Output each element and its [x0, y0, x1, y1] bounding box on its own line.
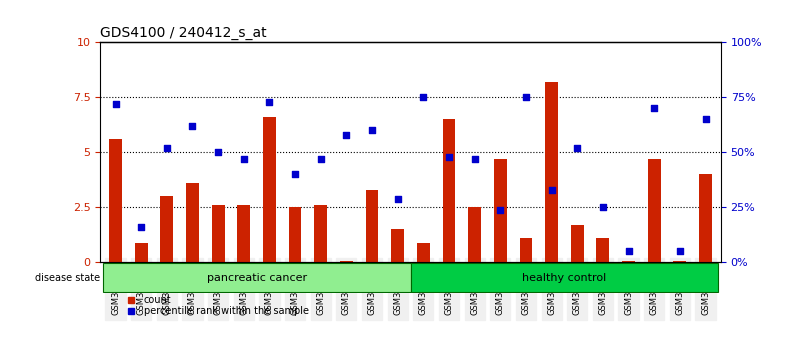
Bar: [211, 205, 224, 262]
Bar: [109, 139, 122, 262]
FancyBboxPatch shape: [410, 263, 718, 292]
Bar: [288, 207, 301, 262]
Point: [520, 95, 533, 100]
Bar: [417, 242, 430, 262]
Point: [443, 154, 456, 160]
Bar: [674, 261, 686, 262]
Bar: [391, 229, 404, 262]
Bar: [443, 119, 456, 262]
Point: [674, 249, 686, 254]
Point: [391, 196, 404, 201]
Point: [648, 105, 661, 111]
Point: [365, 127, 378, 133]
Text: healthy control: healthy control: [522, 273, 606, 283]
Point: [469, 156, 481, 162]
Point: [211, 149, 224, 155]
Point: [314, 156, 327, 162]
Bar: [263, 117, 276, 262]
Point: [186, 123, 199, 129]
Bar: [545, 82, 558, 262]
Bar: [520, 238, 533, 262]
Bar: [469, 207, 481, 262]
Point: [109, 101, 122, 107]
Point: [622, 249, 635, 254]
Bar: [648, 159, 661, 262]
Point: [494, 207, 507, 212]
Point: [263, 99, 276, 105]
Bar: [597, 238, 610, 262]
Text: percentile rank within the sample: percentile rank within the sample: [143, 306, 308, 316]
Bar: [186, 183, 199, 262]
Text: disease state: disease state: [35, 273, 100, 283]
Text: pancreatic cancer: pancreatic cancer: [207, 273, 307, 283]
Bar: [135, 242, 147, 262]
Text: GDS4100 / 240412_s_at: GDS4100 / 240412_s_at: [100, 26, 267, 40]
Bar: [365, 190, 378, 262]
Bar: [571, 225, 584, 262]
Bar: [622, 261, 635, 262]
Bar: [314, 205, 327, 262]
Point: [597, 205, 610, 210]
Point: [288, 172, 301, 177]
Bar: [237, 205, 250, 262]
Point: [340, 132, 352, 138]
Bar: [494, 159, 507, 262]
Bar: [340, 261, 352, 262]
Bar: [160, 196, 173, 262]
Point: [545, 187, 558, 193]
Point: [160, 145, 173, 151]
Point: [135, 224, 147, 230]
Point: [417, 95, 430, 100]
FancyBboxPatch shape: [103, 263, 410, 292]
Bar: [699, 175, 712, 262]
Point: [237, 156, 250, 162]
Point: [699, 116, 712, 122]
Text: count: count: [143, 295, 171, 305]
Point: [571, 145, 584, 151]
